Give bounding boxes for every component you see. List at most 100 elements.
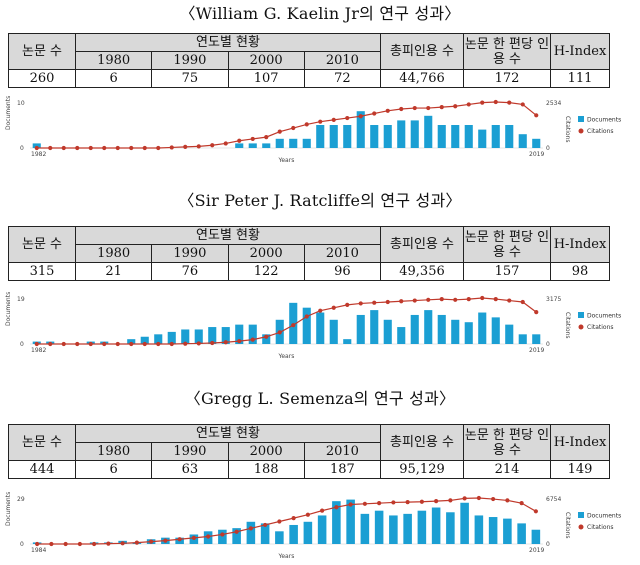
documents-bar bbox=[424, 115, 433, 148]
documents-bar bbox=[289, 524, 298, 544]
documents-bar bbox=[317, 515, 327, 544]
citations-point bbox=[426, 297, 431, 302]
documents-bar bbox=[491, 317, 500, 344]
documents-bar bbox=[374, 510, 384, 544]
documents-bar bbox=[329, 319, 338, 344]
citations-point bbox=[426, 105, 431, 111]
citations-point bbox=[304, 314, 309, 319]
documents-bar bbox=[451, 125, 460, 148]
header-year-1980: 1980 bbox=[74, 442, 153, 461]
documents-bar bbox=[248, 324, 257, 344]
x-axis-end-label: 2019 bbox=[529, 151, 544, 158]
citations-point bbox=[264, 135, 269, 140]
header-hindex: H-Index bbox=[550, 226, 610, 263]
x-axis-title: Years bbox=[278, 157, 295, 164]
header-per-paper: 논문 한 편당 인용 수 bbox=[463, 226, 551, 263]
header-yearly: 연도별 현황 bbox=[75, 33, 381, 52]
citations-point bbox=[277, 129, 282, 134]
header-per-paper: 논문 한 편당 인용 수 bbox=[463, 424, 551, 461]
citations-point bbox=[377, 501, 382, 506]
chart-1: 10 0 Documents 2534 0 Citations 1982 2019 Years D… bbox=[5, 96, 621, 164]
documents-bar bbox=[248, 143, 257, 148]
value-year-1980: 6 bbox=[74, 69, 153, 88]
documents-bar bbox=[446, 512, 455, 544]
header-year-2000: 2000 bbox=[227, 51, 305, 70]
header-year-1990: 1990 bbox=[151, 442, 229, 461]
x-axis-title: Years bbox=[278, 353, 295, 360]
citations-point bbox=[439, 105, 444, 110]
legend-citations-label: Citations bbox=[587, 128, 614, 135]
documents-bar bbox=[370, 125, 379, 148]
citations-point bbox=[412, 105, 417, 111]
y2-axis-max-label: 2534 bbox=[546, 100, 561, 107]
header-year-1980: 1980 bbox=[74, 244, 153, 263]
citations-point bbox=[142, 341, 147, 347]
stats-table: 논문 수 연도별 현황 총피인용 수 논문 한 편당 인용 수 H-Index … bbox=[8, 424, 610, 479]
legend-documents-swatch bbox=[578, 512, 584, 518]
citations-point bbox=[318, 119, 323, 124]
documents-bar bbox=[451, 319, 460, 344]
citations-point bbox=[491, 496, 496, 502]
documents-bar bbox=[232, 528, 241, 544]
citations-point bbox=[250, 337, 255, 342]
citations-point bbox=[520, 299, 525, 305]
value-year-2010: 72 bbox=[303, 69, 382, 88]
citations-point bbox=[237, 339, 242, 344]
value-citations: 95,129 bbox=[380, 460, 464, 479]
citations-point bbox=[358, 114, 363, 119]
value-year-2000: 107 bbox=[227, 69, 305, 88]
documents-bar bbox=[343, 125, 352, 148]
documents-bar bbox=[275, 531, 284, 544]
citations-point bbox=[220, 532, 225, 537]
citations-point bbox=[320, 508, 325, 513]
value-year-1990: 76 bbox=[151, 262, 229, 281]
citations-point bbox=[156, 341, 161, 347]
documents-bar bbox=[403, 513, 412, 544]
citations-point bbox=[210, 143, 215, 148]
header-year-2010: 2010 bbox=[303, 244, 382, 263]
value-papers: 315 bbox=[8, 262, 76, 281]
documents-bar bbox=[346, 499, 355, 544]
citations-point bbox=[434, 498, 439, 504]
documents-bar bbox=[437, 125, 446, 148]
documents-bar bbox=[181, 329, 190, 344]
chart-3: 29 0 Documents 6754 0 Citations 1984 2019 Years D… bbox=[5, 492, 621, 560]
value-citations: 44,766 bbox=[380, 69, 464, 88]
x-axis-title: Years bbox=[278, 553, 295, 560]
documents-bar bbox=[316, 312, 325, 344]
documents-bar bbox=[517, 523, 526, 544]
documents-bar bbox=[505, 324, 514, 344]
citations-point bbox=[206, 534, 211, 539]
citations-point bbox=[263, 522, 268, 528]
citations-point bbox=[223, 340, 228, 345]
citations-point bbox=[169, 341, 174, 347]
citations-point bbox=[129, 341, 134, 347]
documents-bar bbox=[531, 529, 541, 544]
citations-point bbox=[291, 125, 296, 131]
y-axis-max-label: 19 bbox=[17, 296, 25, 303]
legend-citations-swatch bbox=[578, 128, 584, 134]
citations-point bbox=[507, 298, 512, 303]
value-year-2000: 188 bbox=[227, 460, 305, 479]
documents-bar bbox=[343, 339, 352, 344]
citations-point bbox=[331, 305, 336, 310]
header-year-2000: 2000 bbox=[227, 442, 305, 461]
documents-bar bbox=[383, 319, 392, 344]
documents-bar bbox=[410, 120, 419, 148]
documents-bar bbox=[478, 129, 487, 148]
value-year-1990: 63 bbox=[151, 460, 229, 479]
header-hindex: H-Index bbox=[550, 424, 610, 461]
y-axis-title: Documents bbox=[5, 96, 12, 130]
citations-point bbox=[88, 341, 93, 347]
citations-point bbox=[419, 499, 424, 504]
value-per-paper: 172 bbox=[463, 69, 551, 88]
value-citations: 49,356 bbox=[380, 262, 464, 281]
documents-bar bbox=[491, 125, 500, 148]
documents-bar bbox=[154, 334, 163, 344]
citations-point bbox=[493, 296, 498, 302]
documents-bar bbox=[356, 314, 365, 344]
documents-bar bbox=[235, 324, 244, 344]
stats-table: 논문 수 연도별 현황 총피인용 수 논문 한 편당 인용 수 H-Index … bbox=[8, 226, 610, 281]
documents-bar bbox=[262, 334, 271, 344]
citations-point bbox=[177, 537, 182, 542]
